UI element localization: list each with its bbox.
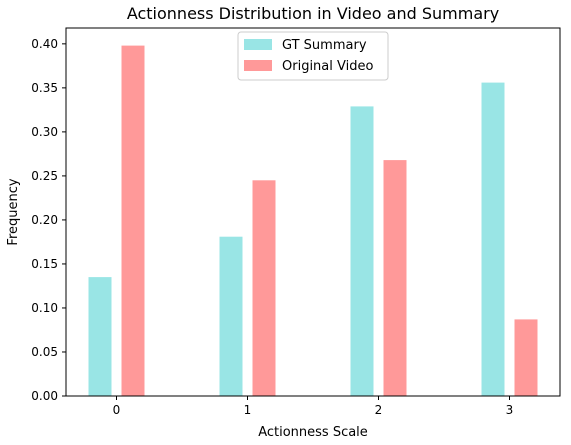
y-tick-label: 0.25 (31, 169, 58, 183)
bar-original-video-2 (383, 160, 407, 396)
legend-swatch-gt-summary (244, 39, 272, 50)
y-tick-label: 0.05 (31, 345, 58, 359)
y-tick-label: 0.10 (31, 301, 58, 315)
x-tick-label: 2 (375, 403, 383, 417)
x-tick-label: 3 (506, 403, 514, 417)
bar-original-video-0 (121, 45, 145, 396)
bar-original-video-3 (514, 319, 538, 396)
y-tick-label: 0.00 (31, 389, 58, 403)
y-tick-label: 0.40 (31, 37, 58, 51)
bar-gt-summary-1 (219, 236, 243, 396)
plot-area-frame (65, 27, 561, 397)
y-axis-label: Frequency (6, 178, 21, 245)
x-axis: 0 1 2 3 (113, 396, 514, 417)
legend-label-gt-summary: GT Summary (282, 38, 367, 53)
legend: GT Summary Original Video (237, 31, 389, 81)
y-tick-label: 0.20 (31, 213, 58, 227)
legend-box (237, 31, 389, 81)
chart-title: Actionness Distribution in Video and Sum… (127, 4, 499, 23)
x-tick-label: 1 (244, 403, 252, 417)
bar-gt-summary-3 (481, 82, 505, 396)
legend-label-original-video: Original Video (282, 59, 373, 74)
x-axis-label: Actionness Scale (258, 425, 368, 440)
legend-swatch-original-video (244, 60, 272, 71)
bar-gt-summary-2 (350, 106, 374, 397)
y-axis: 0.00 0.05 0.10 0.15 0.20 0.25 0.30 0.35 0.40 (31, 37, 66, 403)
bars-layer (88, 45, 538, 397)
bar-gt-summary-0 (88, 277, 112, 396)
y-tick-label: 0.30 (31, 125, 58, 139)
x-tick-label: 0 (113, 403, 121, 417)
y-tick-label: 0.35 (31, 81, 58, 95)
bar-original-video-1 (252, 180, 276, 396)
y-tick-label: 0.15 (31, 257, 58, 271)
